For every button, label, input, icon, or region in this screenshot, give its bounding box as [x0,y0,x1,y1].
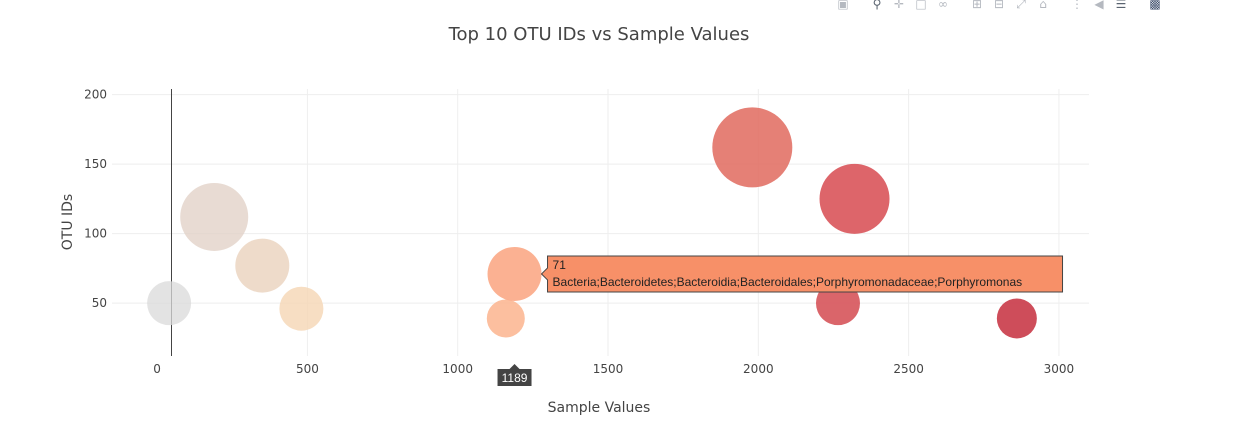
x-tick-label: 3000 [1044,362,1075,376]
x-tick-label: 500 [296,362,319,376]
hover-closest-icon[interactable]: ◀ [1094,0,1104,10]
bubble[interactable] [486,299,525,338]
bubble[interactable] [996,298,1037,339]
autoscale-icon[interactable]: ⤢ [1016,0,1026,10]
hover-y-value: 71 [553,258,567,272]
y-axis-title: OTU IDs [60,194,76,250]
camera-icon[interactable]: ▣ [837,0,849,10]
gridlines [112,89,1089,356]
bubble[interactable] [279,286,324,331]
bubble[interactable] [487,246,542,301]
pan-icon[interactable]: ✛ [893,0,905,10]
zoom-in-icon[interactable]: ⊞ [971,0,983,10]
lasso-select-icon[interactable]: ∞ [938,0,948,10]
bubble[interactable] [235,238,290,293]
zoom-icon[interactable]: ⚲ [872,0,882,10]
hover-tooltip-box [540,255,1064,293]
x-tick-label: 1000 [442,362,473,376]
chart-title: Top 10 OTU IDs vs Sample Values [448,24,750,45]
spike-lines-icon[interactable]: ⋮ [1071,0,1083,10]
plotly-logo-icon[interactable]: ▩ [1149,0,1161,10]
bubble[interactable] [712,107,793,188]
y-tick-label: 200 [84,88,107,102]
modebar: ▣ ⚲ ✛ □ ∞ ⊞ ⊟ ⤢ ⌂ ⋮ ◀ ☰ ▩ [835,0,1163,10]
bubble[interactable] [147,281,192,326]
x-axis-title: Sample Values [548,400,651,416]
y-tick-label: 100 [84,227,107,241]
bubble[interactable] [819,163,890,234]
x-hover-label: 1189 [502,371,528,385]
hover-layer: 71 Bacteria;Bacteroidetes;Bacteroidia;Bac… [497,255,1064,386]
y-tick-label: 150 [84,157,107,171]
x-tick-label: 1500 [593,362,624,376]
x-hover-label-box [497,364,532,386]
hover-compare-icon[interactable]: ☰ [1115,0,1127,10]
zoom-out-icon[interactable]: ⊟ [993,0,1005,10]
x-tick-label: 2000 [743,362,774,376]
box-select-icon[interactable]: □ [915,0,927,10]
hover-taxonomy-text: Bacteria;Bacteroidetes;Bacteroidia;Bacte… [553,275,1023,289]
y-tick-label: 50 [92,296,107,310]
x-tick-label: 0 [153,362,161,376]
bubbles [147,107,1037,339]
x-tick-label: 2500 [893,362,924,376]
reset-axes-icon[interactable]: ⌂ [1039,0,1047,10]
bubble[interactable] [180,182,249,251]
tick-labels: 0 500 1000 1500 2000 2500 3000 50 100 150 200 [84,88,1074,376]
